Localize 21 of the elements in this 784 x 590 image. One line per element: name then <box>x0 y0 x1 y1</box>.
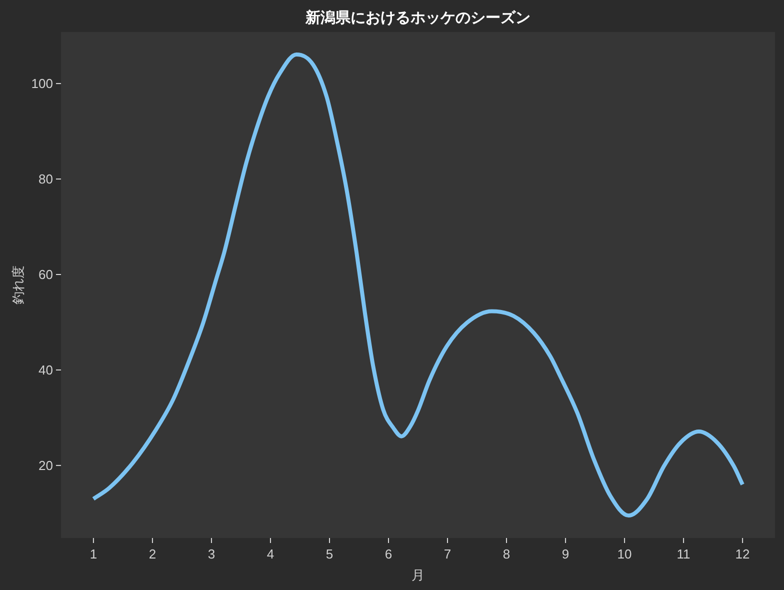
x-tick-label: 5 <box>326 546 334 562</box>
x-tick-label: 8 <box>502 546 510 562</box>
x-tick-label: 10 <box>617 546 632 562</box>
x-tick-label: 7 <box>444 546 452 562</box>
x-tick-label: 9 <box>562 546 570 562</box>
x-tick-label: 1 <box>90 546 98 562</box>
y-tick-label: 80 <box>38 172 53 187</box>
y-tick-label: 60 <box>38 267 53 282</box>
x-tick-label: 2 <box>148 546 156 562</box>
x-tick-label: 11 <box>676 546 690 562</box>
y-tick-label: 100 <box>31 76 53 92</box>
y-tick-label: 40 <box>38 362 53 378</box>
y-tick-label: 20 <box>38 458 53 473</box>
chart-title: 新潟県におけるホッケのシーズン <box>304 8 530 26</box>
x-tick-label: 3 <box>208 546 216 562</box>
x-tick-label: 6 <box>384 546 392 562</box>
y-axis-title: 釣れ度 <box>10 266 26 304</box>
x-axis-title: 月 <box>412 568 424 582</box>
x-tick-label: 12 <box>735 546 750 562</box>
line-series <box>91 52 745 518</box>
x-tick-label: 4 <box>266 546 274 562</box>
